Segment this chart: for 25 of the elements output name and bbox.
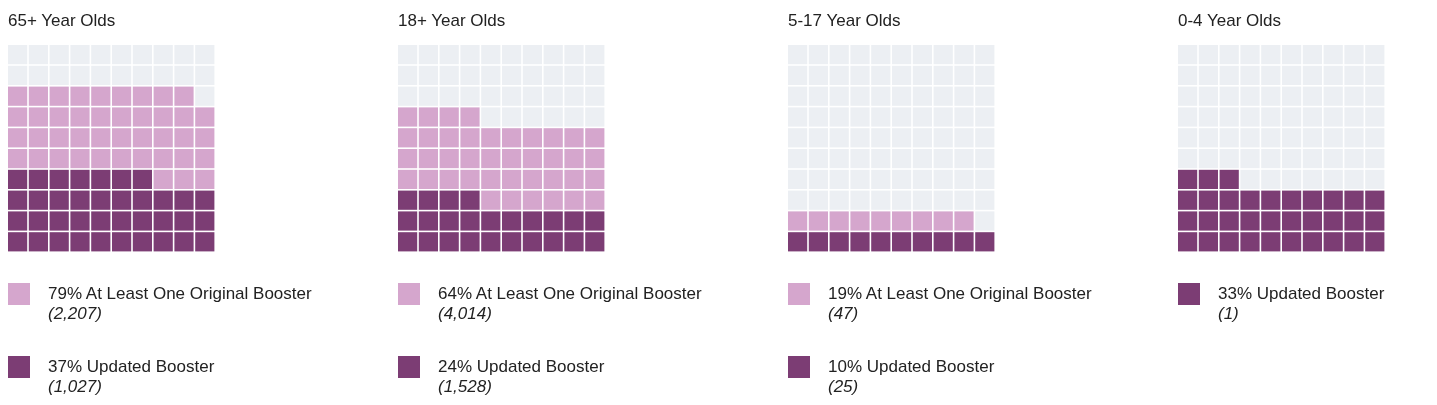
- category-label: At Least One Original Booster: [865, 284, 1092, 303]
- category-label: Updated Booster: [476, 357, 605, 376]
- data-label: 19%: [828, 284, 866, 303]
- text: (1,027): [48, 377, 102, 396]
- text: (1): [1218, 304, 1239, 323]
- data-label: 37%: [48, 357, 87, 376]
- text: 5-17 Year Olds: [788, 11, 901, 30]
- data-label: 10%: [828, 357, 867, 376]
- text: 65+ Year Olds: [8, 11, 116, 30]
- text: 18+ Year Olds: [398, 11, 506, 30]
- category-label: Updated Booster: [866, 357, 995, 376]
- data-label: 33%: [1218, 284, 1257, 303]
- text: (1,528): [438, 377, 492, 396]
- data-label: 79%: [48, 284, 86, 303]
- category-label: Updated Booster: [1256, 284, 1385, 303]
- text: (2,207): [48, 304, 102, 323]
- text: (25): [828, 377, 859, 396]
- category-label: At Least One Original Booster: [85, 284, 312, 303]
- category-label: Updated Booster: [86, 357, 215, 376]
- text: 0-4 Year Olds: [1178, 11, 1282, 30]
- category-label: At Least One Original Booster: [475, 284, 702, 303]
- text: (47): [828, 304, 859, 323]
- data-label: 24%: [438, 357, 477, 376]
- data-label: 64%: [438, 284, 476, 303]
- text: (4,014): [438, 304, 492, 323]
